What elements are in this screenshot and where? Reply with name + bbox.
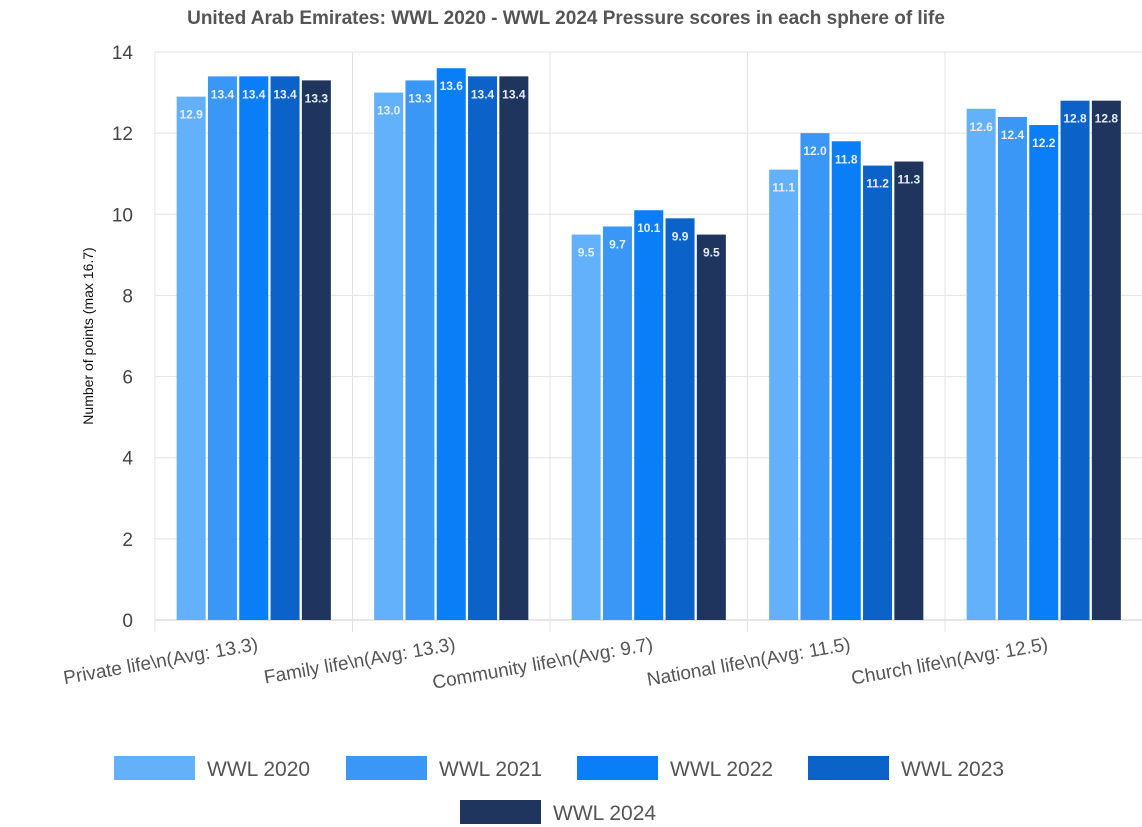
- legend-label: WWL 2023: [901, 758, 1004, 781]
- bar: [831, 141, 861, 620]
- bar: [571, 234, 601, 621]
- data-label: 13.4: [471, 87, 495, 101]
- bar: [374, 92, 404, 621]
- data-label: 13.3: [305, 91, 329, 105]
- bar: [499, 76, 529, 621]
- bar: [894, 161, 924, 621]
- y-tick-label: 12: [112, 124, 133, 145]
- bar: [966, 108, 996, 621]
- y-tick-label: 0: [122, 611, 133, 632]
- bar: [436, 68, 466, 620]
- bar: [239, 76, 269, 621]
- data-label: 13.4: [273, 87, 297, 101]
- data-label: 12.9: [179, 108, 203, 122]
- legend: WWL 2020 WWL 2021 WWL 2022 WWL 2023 WWL 2024: [114, 756, 1004, 825]
- data-label: 11.1: [772, 181, 795, 195]
- data-label: 9.5: [578, 246, 595, 260]
- bar: [800, 133, 830, 620]
- bar: [405, 80, 435, 620]
- bar: [1091, 100, 1121, 620]
- legend-label: WWL 2021: [439, 758, 542, 781]
- data-label: 11.2: [866, 177, 889, 191]
- y-tick-label: 10: [112, 205, 133, 226]
- data-label: 13.3: [408, 91, 432, 105]
- data-label: 9.7: [609, 237, 626, 251]
- x-category-label: National life\n(Avg: 11.5): [645, 634, 852, 691]
- data-label: 10.1: [637, 221, 661, 235]
- x-category-label: Family life\n(Avg: 13.3): [262, 634, 457, 688]
- x-category-label: Private life\n(Avg: 13.3): [62, 634, 260, 689]
- data-label: 12.4: [1001, 128, 1025, 142]
- chart-title: United Arab Emirates: WWL 2020 - WWL 202…: [187, 8, 945, 29]
- bar: [665, 218, 695, 621]
- data-label: 12.8: [1063, 112, 1087, 126]
- y-tick-label: 6: [122, 368, 133, 389]
- legend-swatch: [808, 756, 889, 780]
- data-label: 12.2: [1032, 136, 1056, 150]
- data-label: 13.4: [242, 87, 266, 101]
- bar: [769, 169, 799, 620]
- bar: [602, 226, 632, 620]
- bar: [207, 76, 237, 621]
- bar: [468, 76, 498, 621]
- bar: [863, 165, 893, 620]
- y-axis-label: Number of points (max 16.7): [80, 247, 96, 424]
- legend-swatch: [346, 756, 427, 780]
- data-label: 12.0: [803, 144, 827, 158]
- bar: [997, 116, 1027, 621]
- x-axis-categories: Private life\n(Avg: 13.3) Family life\n(A…: [62, 634, 1050, 693]
- legend-swatch: [460, 800, 541, 824]
- y-axis-ticks: 0 2 4 6 8 10 12 14: [112, 43, 134, 632]
- data-label: 13.4: [502, 87, 526, 101]
- bar: [176, 96, 206, 621]
- x-category-label: Church life\n(Avg: 12.5): [850, 634, 1050, 689]
- y-tick-label: 8: [122, 286, 133, 307]
- y-tick-label: 4: [122, 449, 133, 470]
- bar: [1029, 125, 1059, 621]
- y-tick-label: 2: [122, 530, 133, 551]
- legend-swatch: [114, 756, 195, 780]
- legend-label: WWL 2022: [670, 758, 773, 781]
- data-label: 13.6: [440, 79, 464, 93]
- bar: [1060, 100, 1090, 620]
- y-tick-label: 14: [112, 43, 134, 64]
- bar: [270, 76, 300, 621]
- data-label: 11.8: [835, 152, 858, 166]
- data-label: 9.9: [672, 229, 689, 243]
- legend-label: WWL 2024: [553, 802, 656, 825]
- data-label: 13.4: [211, 87, 235, 101]
- bar: [696, 234, 726, 621]
- bar: [634, 210, 664, 620]
- legend-label: WWL 2020: [207, 758, 310, 781]
- legend-swatch: [577, 756, 658, 780]
- data-label: 12.8: [1095, 112, 1119, 126]
- data-label: 9.5: [703, 246, 720, 260]
- data-label: 13.0: [377, 104, 401, 118]
- bar: [301, 80, 331, 620]
- data-label: 12.6: [969, 120, 993, 134]
- x-category-label: Community life\n(Avg: 9.7): [431, 634, 655, 693]
- data-label: 11.3: [897, 173, 920, 187]
- bars: [176, 68, 1121, 621]
- data-labels: 12.9 13.4 13.4 13.4 13.3 13.0 13.3 13.6 13.4 13.4…: [179, 79, 1118, 259]
